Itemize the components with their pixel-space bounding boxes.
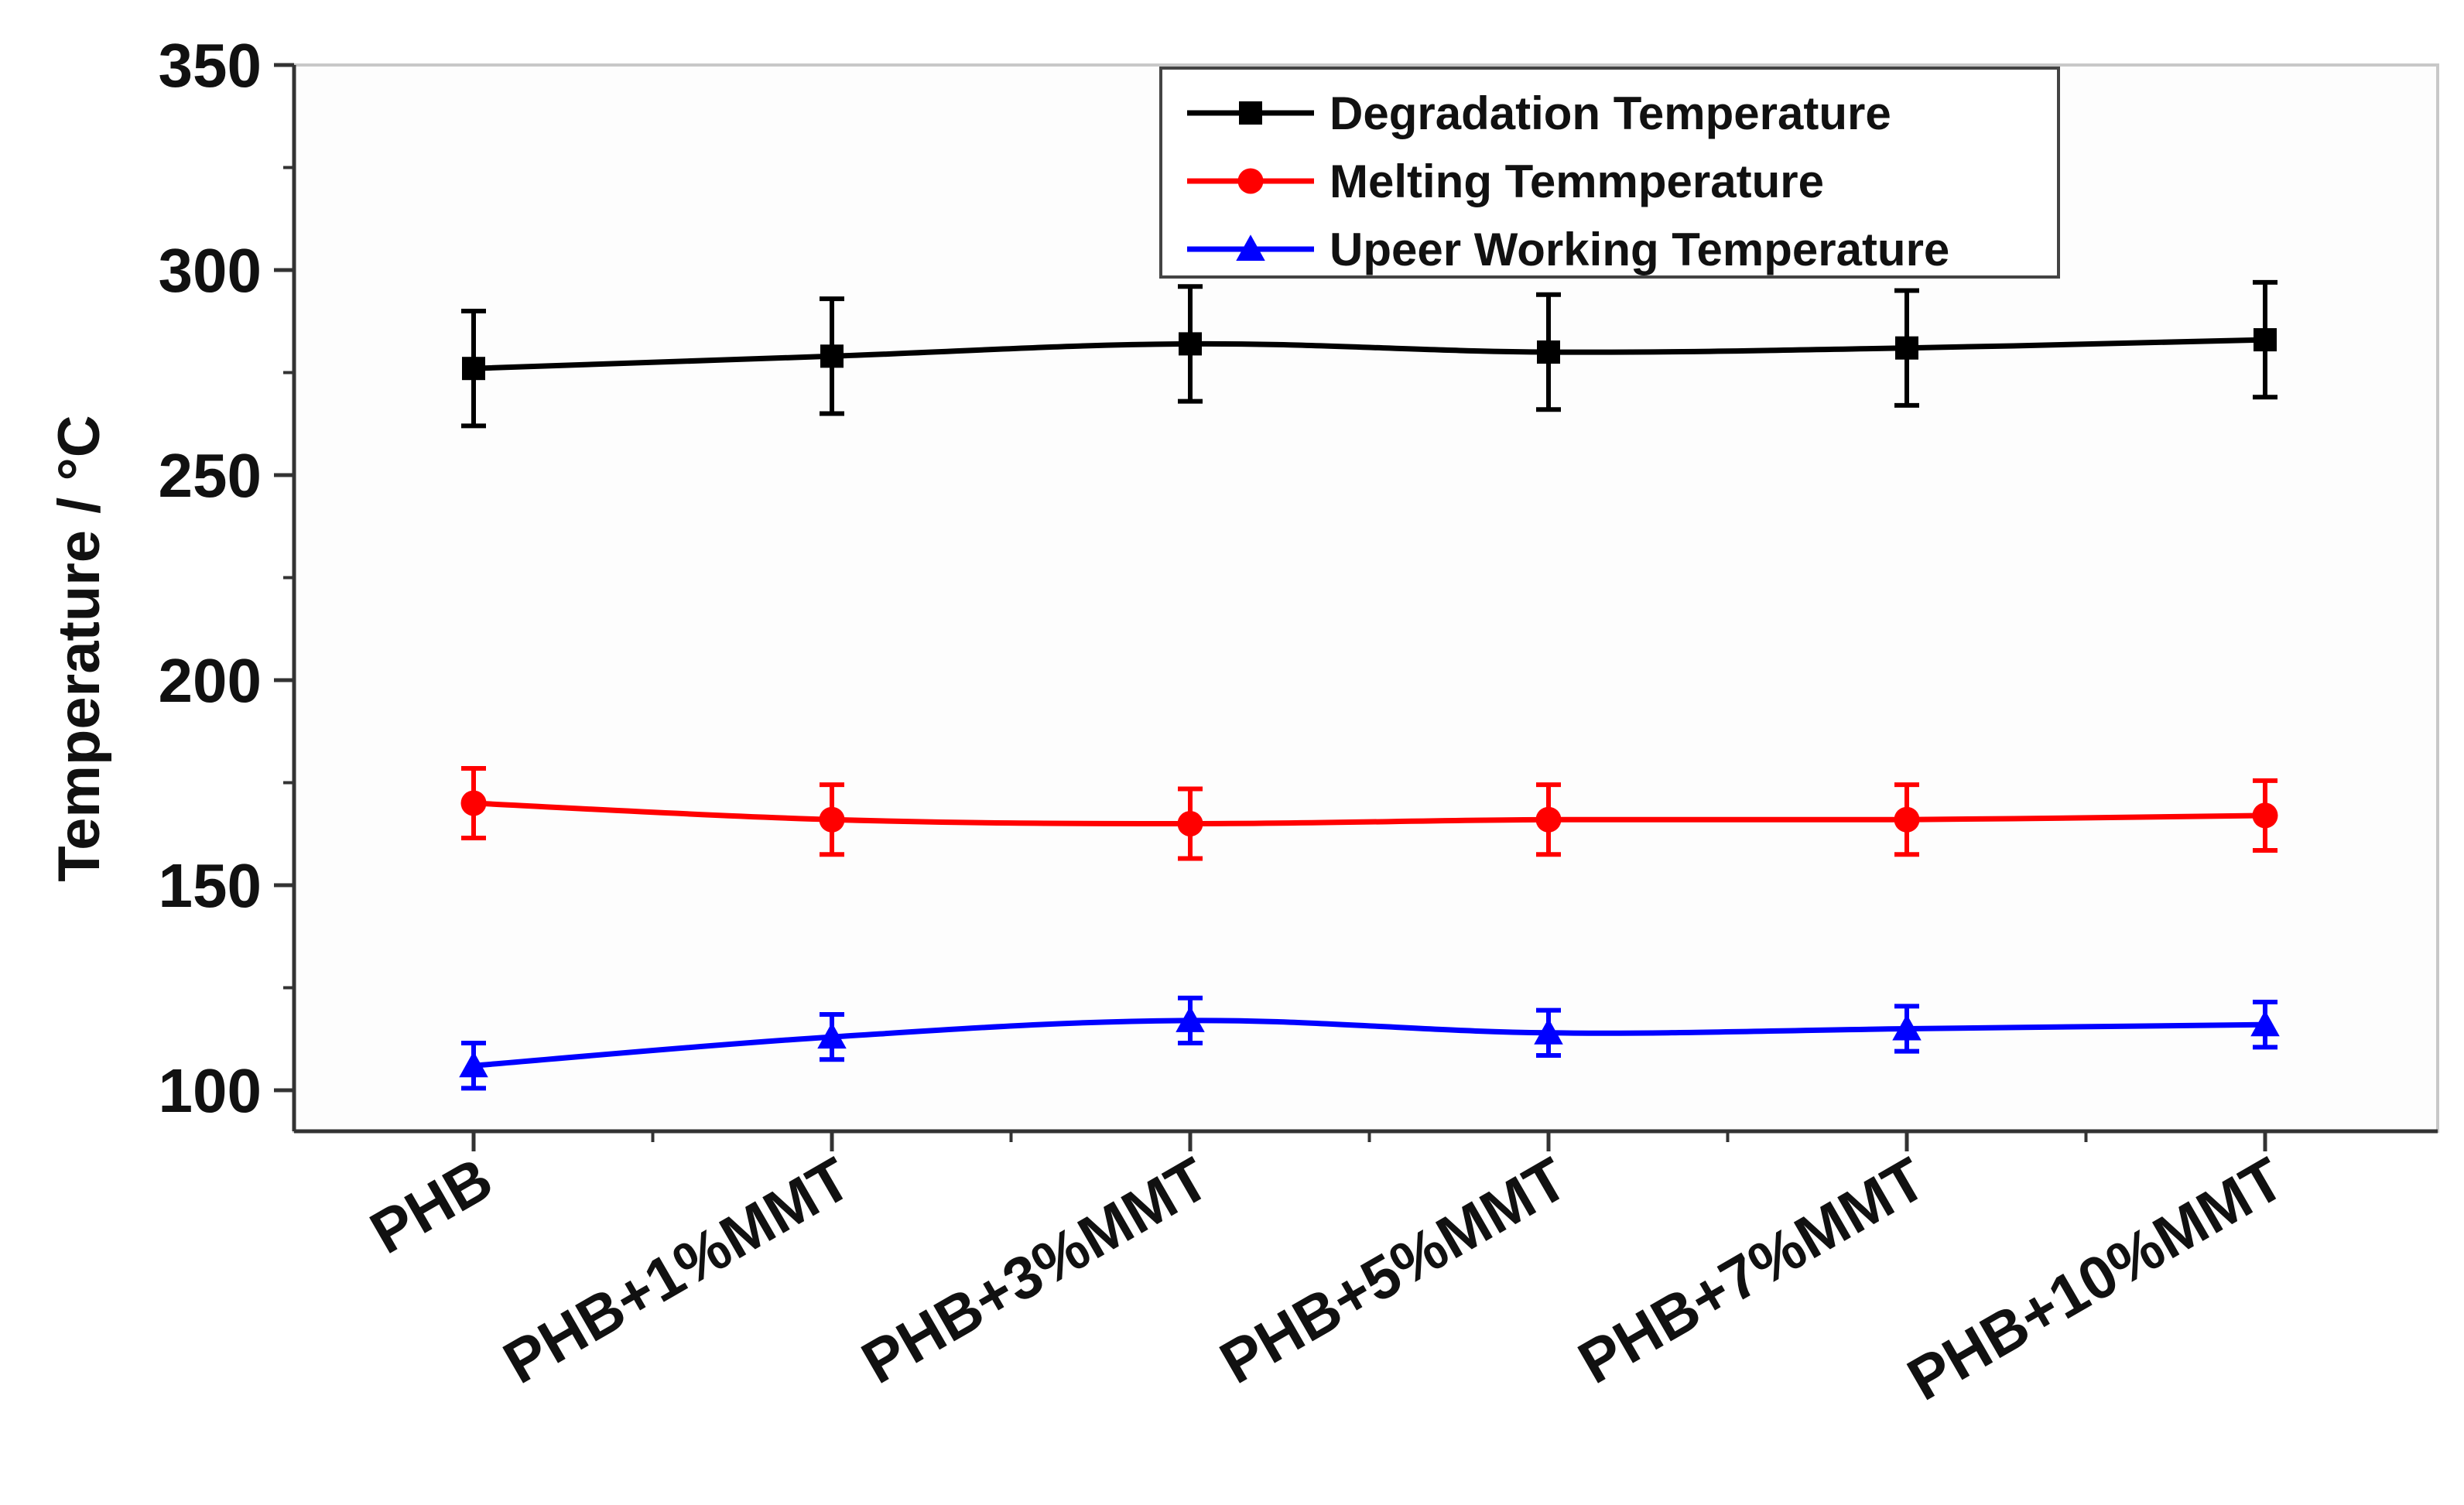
series-line [473, 1018, 2266, 1069]
data-point [1177, 811, 1203, 836]
legend-label: Melting Temmperature [1330, 156, 1824, 207]
data-point [2250, 1010, 2280, 1037]
series-2 [460, 765, 2278, 861]
data-point [459, 1051, 488, 1078]
data-point [2254, 328, 2277, 352]
data-point [1892, 1014, 1922, 1041]
x-tick-label: PHB+1%MMT [492, 1144, 862, 1397]
y-axis-label: Temperature / °C [46, 415, 112, 881]
legend-label: Degradation Temperature [1330, 87, 1891, 139]
x-tick-label: PHB+10%MMT [1896, 1144, 2295, 1414]
y-axis-ticks: 100 150 200 250 300 350 [159, 31, 294, 1125]
y-tick-label: 100 [159, 1056, 262, 1125]
legend-box [1159, 67, 2060, 279]
legend: Degradation Temperature Melting Temmperat… [1159, 67, 2060, 279]
data-point [820, 344, 844, 368]
y-tick-label: 250 [159, 441, 262, 510]
y-tick-label: 300 [159, 236, 262, 305]
data-point [2252, 802, 2278, 829]
data-point [1537, 340, 1560, 364]
legend-marker [1236, 234, 1265, 261]
data-point [462, 357, 485, 381]
x-axis-ticks: PHBPHB+1%MMTPHB+3%MMTPHB+5%MMTPHB+7%MMTP… [359, 1131, 2295, 1414]
data-point [817, 1022, 847, 1049]
y-tick-label: 350 [159, 31, 262, 100]
legend-item: Melting Temmperature [1187, 156, 1824, 207]
series-3 [459, 995, 2280, 1091]
x-tick-label: PHB [359, 1144, 504, 1267]
data-point [1176, 1006, 1205, 1032]
data-point [460, 790, 487, 816]
series-group [459, 279, 2280, 1091]
data-point [1535, 806, 1562, 833]
y-tick-label: 150 [159, 851, 262, 920]
legend-label: Upeer Working Temperature [1330, 224, 1949, 275]
x-tick-label: PHB+5%MMT [1209, 1144, 1579, 1397]
data-point [1895, 336, 1918, 360]
series-1 [461, 279, 2277, 429]
legend-marker [1237, 168, 1264, 194]
legend-item: Upeer Working Temperature [1187, 224, 1949, 275]
data-point [1534, 1018, 1563, 1045]
data-point [1894, 806, 1920, 833]
x-tick-label: PHB+3%MMT [850, 1144, 1220, 1397]
data-point [1179, 332, 1202, 356]
series-line [473, 800, 2266, 827]
legend-item: Degradation Temperature [1187, 87, 1891, 139]
series-line [473, 337, 2266, 371]
data-point [819, 806, 845, 833]
x-tick-label: PHB+7%MMT [1567, 1144, 1937, 1397]
legend-marker [1239, 101, 1262, 125]
y-tick-label: 200 [159, 646, 262, 715]
